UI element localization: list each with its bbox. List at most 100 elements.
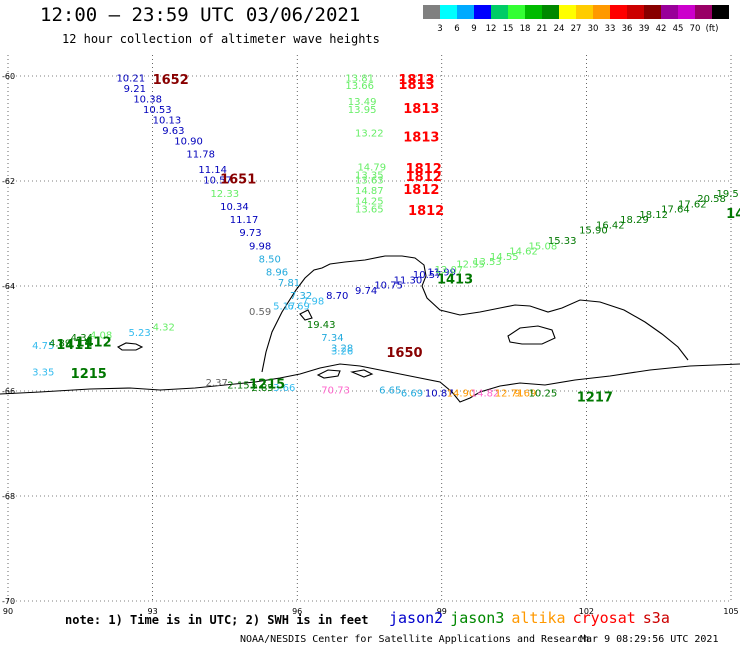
wave-height-value: 4.08	[90, 331, 112, 342]
wave-height-value: 9.74	[355, 286, 377, 297]
wave-height-value: 7.34	[321, 333, 343, 344]
wave-height-value: 8.50	[259, 254, 281, 265]
colorbar-swatch	[712, 5, 729, 19]
wave-height-value: 2.37	[206, 378, 228, 389]
wave-height-value: 12.55	[456, 260, 485, 271]
colorbar-label: 42	[655, 24, 667, 34]
colorbar-label: 27	[570, 24, 582, 34]
wave-height-value: 14.82	[471, 388, 500, 399]
colorbar-swatch	[644, 5, 661, 19]
colorbar-label: 9	[471, 24, 477, 34]
lat-tick-label: -62	[2, 177, 15, 186]
colorbar-swatch	[525, 5, 542, 19]
wave-height-value: 18.29	[620, 215, 649, 226]
colorbar-label: 3	[437, 24, 443, 34]
pass-time-label: 1813	[398, 78, 434, 93]
wave-height-value: 11.99	[427, 268, 456, 279]
colorbar-swatch	[695, 5, 712, 19]
pass-time-label: 1813	[403, 102, 439, 117]
legend-entry-jason3: jason3	[450, 609, 505, 627]
pass-time-label: 1651	[220, 173, 256, 188]
wave-height-value: 19.43	[307, 320, 336, 331]
generated-timestamp: Mar 9 08:29:56 UTC 2021	[580, 634, 719, 645]
lon-tick-label: 93	[148, 607, 158, 616]
wave-height-value: 13.07	[435, 265, 464, 276]
colorbar-label: 21	[536, 24, 548, 34]
lat-tick-label: -60	[2, 72, 15, 81]
coastline-segment	[116, 342, 144, 351]
legend-entry-cryosat: cryosat	[572, 609, 636, 627]
wave-height-value: 17.64	[661, 205, 690, 216]
wave-height-value: 13.53	[473, 257, 502, 268]
colorbar-label: 15	[502, 24, 514, 34]
wave-height-value: 7.81	[278, 278, 300, 289]
wave-height-value: 5.23	[129, 328, 151, 339]
colorbar-swatch	[559, 5, 576, 19]
wave-height-value: 10.57	[413, 270, 442, 281]
legend-entry-s3a: s3a	[642, 609, 670, 627]
wave-height-value: 11.17	[230, 215, 259, 226]
wave-height-value: 6.65	[379, 386, 401, 397]
wave-height-value: 14.90	[447, 388, 476, 399]
pass-time-label: 1652	[153, 73, 189, 88]
colorbar-label: 39	[638, 24, 650, 34]
wave-height-value: 9.63	[162, 126, 184, 137]
wave-height-value: 13.35	[355, 170, 384, 181]
wave-height-value: 3.26	[331, 346, 353, 357]
wave-height-value: 17.62	[678, 199, 707, 210]
lon-tick-label: 99	[437, 607, 447, 616]
pass-time-label: 1812	[406, 162, 442, 177]
wave-height-value: 9.98	[249, 241, 271, 252]
pass-time-label: 1413	[437, 272, 473, 287]
coastline-segment	[0, 363, 740, 403]
wave-height-value: 13.22	[355, 128, 384, 139]
wave-height-value: 10.57	[203, 176, 232, 187]
wave-height-value: 9.21	[124, 84, 146, 95]
wave-height-value: 20.58	[697, 194, 726, 205]
wave-height-value: 12.71	[495, 388, 524, 399]
axis-ticks: 90 93 96 99 102 105 -60 -62 -64 -66 -68 -70	[2, 72, 739, 616]
legend-entry-jason2: jason2	[389, 609, 444, 627]
wave-height-value: 4.75	[32, 341, 54, 352]
colorbar-swatch	[593, 5, 610, 19]
pass-time-label: 1412	[75, 335, 111, 350]
colorbar-label: 30	[587, 24, 599, 34]
colorbar-label: 70	[689, 24, 701, 34]
wave-height-value: 4.34	[71, 333, 93, 344]
wave-height-value: 3.35	[32, 367, 54, 378]
map-title: 12:00 – 23:59 UTC 03/06/2021	[40, 4, 361, 26]
wave-height-value: 10.38	[133, 94, 162, 105]
lat-tick-label: -68	[2, 492, 15, 501]
wave-height-value: 16.42	[596, 220, 625, 231]
wave-height-value: 10.21	[116, 73, 145, 84]
wave-height-value: 13.95	[348, 105, 377, 116]
pass-time-label: 1215	[71, 367, 107, 382]
wave-height-value: 10.87	[425, 388, 454, 399]
coastline-segment	[299, 309, 313, 321]
wave-height-value: 14.62	[509, 247, 538, 258]
coastline-segment	[507, 325, 556, 345]
wave-height-value: 13.65	[355, 205, 384, 216]
colorbar-swatch	[457, 5, 474, 19]
colorbar-swatch	[491, 5, 508, 19]
pass-time-label: 1813	[403, 131, 439, 146]
wave-height-value: 15.90	[579, 226, 608, 237]
wave-height-value: 14.79	[357, 163, 386, 174]
map-grid	[7, 55, 732, 602]
coastline-segment	[261, 255, 689, 373]
wave-height-value: 4.89	[49, 338, 71, 349]
wave-height-value: 6.69	[288, 302, 310, 313]
satellite-legend: jason2 jason3 altika cryosat s3a	[389, 609, 677, 627]
wave-height-value: 2.15	[227, 380, 249, 391]
colorbar-swatch	[610, 5, 627, 19]
colorbar-label: 36	[621, 24, 633, 34]
coastline-segment	[316, 369, 341, 379]
wave-height-value: 18.12	[639, 210, 668, 221]
coastline-segment	[350, 369, 374, 378]
pass-time-label: 1812	[403, 183, 439, 198]
pass-time-label: 1650	[386, 346, 422, 361]
wave-height-value: 13.66	[345, 81, 374, 92]
wave-height-value: 3.28	[331, 344, 353, 355]
